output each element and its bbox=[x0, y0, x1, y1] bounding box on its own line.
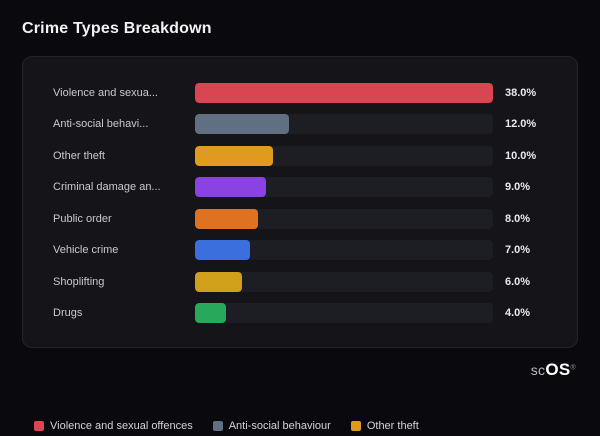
chart-footer: scOS® Violence and sexual offences Anti-s… bbox=[22, 348, 578, 436]
bar-row: Public order 8.0% bbox=[53, 208, 553, 229]
legend-swatch-icon bbox=[212, 421, 223, 431]
bar-track bbox=[195, 83, 493, 103]
legend-item[interactable]: Violence and sexual offences bbox=[34, 420, 193, 432]
chart-panel: Violence and sexua... 38.0% Anti-social be… bbox=[22, 56, 578, 348]
bar-value: 12.0% bbox=[505, 118, 537, 131]
bar-row: Shoplifting 6.0% bbox=[53, 271, 553, 292]
bar-track bbox=[195, 271, 493, 292]
bar-chart: Violence and sexua... 38.0% Anti-social be… bbox=[53, 83, 553, 323]
legend-swatch-icon bbox=[350, 421, 361, 431]
logo-text-light: sc bbox=[530, 362, 546, 378]
bar-label: Anti-social behavi... bbox=[53, 118, 149, 131]
bar-row: Criminal damage an... 9.0% bbox=[53, 177, 553, 198]
bar-row: Anti-social behavi... 12.0% bbox=[53, 114, 553, 135]
crime-breakdown-screen: Crime Types Breakdown Violence and sexua… bbox=[22, 20, 578, 432]
bar-track bbox=[195, 177, 493, 198]
legend-label: Violence and sexual offences bbox=[50, 420, 193, 432]
bar-label: Shoplifting bbox=[53, 275, 105, 288]
bar-row: Drugs 4.0% bbox=[53, 302, 553, 323]
bar-track bbox=[195, 145, 493, 166]
bar[interactable] bbox=[195, 145, 274, 166]
bar-row: Violence and sexua... 38.0% bbox=[53, 83, 553, 103]
bar-label: Public order bbox=[53, 212, 112, 225]
bar-label: Criminal damage an... bbox=[53, 181, 161, 194]
bar-label: Vehicle crime bbox=[53, 244, 119, 257]
legend-label: Other theft bbox=[366, 420, 419, 432]
legend-item[interactable]: Other theft bbox=[350, 420, 419, 432]
bar[interactable] bbox=[195, 240, 250, 261]
bar-label: Drugs bbox=[53, 306, 83, 319]
bar[interactable] bbox=[195, 271, 243, 292]
legend-swatch-icon bbox=[34, 421, 44, 431]
bar-value: 10.0% bbox=[505, 149, 537, 162]
bar-value: 4.0% bbox=[505, 306, 531, 319]
bar-label: Other theft bbox=[53, 149, 105, 162]
bar[interactable] bbox=[195, 177, 266, 198]
bar-track bbox=[195, 114, 493, 135]
scos-logo: scOS® bbox=[531, 360, 576, 380]
bar-label: Violence and sexua... bbox=[53, 87, 158, 99]
bar-row: Vehicle crime 7.0% bbox=[53, 240, 553, 261]
bar[interactable] bbox=[195, 114, 290, 135]
bar-track bbox=[195, 302, 493, 323]
bar-value: 7.0% bbox=[505, 244, 531, 257]
legend-item[interactable]: Anti-social behaviour bbox=[212, 420, 331, 432]
bar-value: 6.0% bbox=[505, 275, 531, 288]
bar-value: 38.0% bbox=[505, 87, 537, 99]
bar-row: Other theft 10.0% bbox=[53, 145, 553, 166]
logo-registered-mark: ® bbox=[570, 364, 576, 372]
bar[interactable] bbox=[195, 208, 258, 229]
bar-value: 9.0% bbox=[505, 181, 531, 194]
bar-track bbox=[195, 240, 493, 261]
legend-label: Anti-social behaviour bbox=[228, 420, 331, 432]
chart-legend: Violence and sexual offences Anti-social … bbox=[34, 420, 419, 432]
bar[interactable] bbox=[195, 302, 227, 323]
bar[interactable] bbox=[195, 83, 493, 103]
logo-text-bold: OS bbox=[545, 360, 571, 379]
bar-track bbox=[195, 208, 493, 229]
bar-value: 8.0% bbox=[505, 212, 531, 225]
page-title: Crime Types Breakdown bbox=[22, 20, 212, 37]
